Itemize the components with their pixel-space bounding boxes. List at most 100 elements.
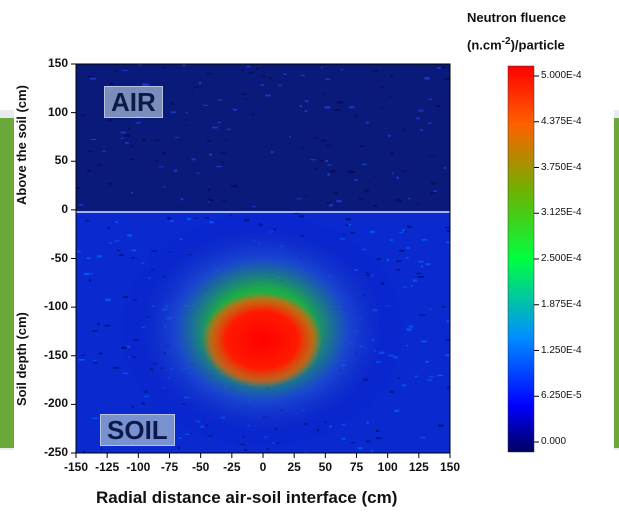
colorbar-title-sup: -2 (501, 36, 511, 47)
soil-label: SOIL (100, 414, 175, 446)
speckle (446, 386, 450, 389)
speckle (85, 220, 90, 222)
colorbar-tick-label: 0.000 (541, 436, 567, 447)
colorbar-title-suffix: )/particle (510, 37, 565, 53)
speckle (304, 110, 308, 113)
y-axis-label-upper: Above the soil (cm) (14, 85, 29, 205)
speckle (129, 158, 134, 160)
speckle (427, 122, 432, 124)
speckle (260, 84, 264, 86)
speckle (113, 367, 119, 369)
speckle (222, 199, 226, 202)
speckle (376, 429, 380, 433)
speckle (396, 260, 402, 263)
y-tick-label: -250 (43, 445, 68, 459)
plot-area (76, 64, 450, 453)
speckle (125, 134, 131, 137)
speckle (206, 72, 213, 75)
speckle (366, 421, 369, 424)
speckle (221, 152, 226, 154)
speckle (313, 137, 320, 139)
speckle (421, 340, 427, 343)
speckle (193, 86, 199, 88)
speckle (104, 325, 111, 327)
speckle (358, 447, 363, 450)
speckle (415, 204, 419, 206)
speckle (404, 231, 407, 233)
speckle (122, 69, 128, 71)
speckle (310, 159, 316, 161)
speckle (212, 126, 219, 129)
speckle (446, 241, 450, 244)
speckle (389, 239, 394, 241)
speckle (177, 446, 181, 449)
speckle (131, 405, 135, 408)
speckle (163, 186, 166, 188)
colorbar-tick-label: 6.250E-5 (541, 390, 582, 402)
speckle (396, 176, 399, 179)
speckle (327, 164, 332, 166)
speckle (395, 199, 402, 202)
speckle (162, 151, 166, 155)
speckle (399, 232, 404, 234)
speckle (408, 198, 412, 200)
x-tick-label: -125 (95, 460, 120, 474)
speckle (86, 257, 91, 260)
speckle (420, 129, 424, 132)
speckle (77, 250, 81, 253)
speckle (370, 230, 375, 233)
speckle (97, 163, 102, 166)
speckle (180, 198, 184, 201)
speckle (232, 185, 238, 187)
speckle (100, 448, 103, 450)
speckle (204, 217, 209, 219)
colorbar (507, 65, 535, 453)
y-axis-label-lower: Soil depth (cm) (14, 312, 29, 406)
speckle (399, 249, 405, 252)
speckle (154, 139, 161, 142)
y-tick-label: -100 (43, 299, 68, 314)
speckle (87, 150, 94, 152)
speckle (91, 330, 98, 332)
y-tick-label: 150 (47, 56, 68, 70)
speckle (327, 173, 330, 176)
speckle (265, 94, 271, 97)
speckle (387, 134, 391, 137)
speckle (96, 255, 103, 258)
colorbar-tick-marks (534, 75, 539, 443)
speckle (185, 433, 191, 435)
x-tick-label: 0 (259, 460, 267, 474)
speckle (443, 166, 447, 170)
speckle (162, 66, 167, 69)
speckle (360, 145, 364, 148)
colorbar-title-line1: Neutron fluence (467, 10, 566, 25)
speckle (125, 141, 129, 144)
speckle (198, 81, 202, 85)
air-label: AIR (104, 86, 163, 118)
speckle (88, 279, 92, 282)
speckle (374, 176, 377, 178)
x-tick-label: -150 (63, 460, 89, 474)
speckle (350, 442, 355, 444)
speckle (353, 115, 357, 118)
speckle (137, 64, 143, 66)
speckle (252, 113, 255, 116)
speckle (336, 200, 342, 203)
speckle (329, 170, 336, 173)
speckle (224, 139, 228, 141)
speckle (171, 102, 174, 105)
speckle (304, 100, 309, 103)
speckle (402, 384, 406, 387)
speckle (419, 314, 426, 316)
speckle (372, 70, 378, 72)
speckle (232, 108, 238, 111)
speckle (206, 140, 211, 143)
speckle (437, 67, 441, 69)
speckle (131, 249, 137, 252)
speckle (413, 279, 418, 282)
speckle (248, 71, 255, 75)
speckle (78, 359, 85, 361)
speckle (174, 136, 180, 138)
speckle (114, 240, 120, 242)
